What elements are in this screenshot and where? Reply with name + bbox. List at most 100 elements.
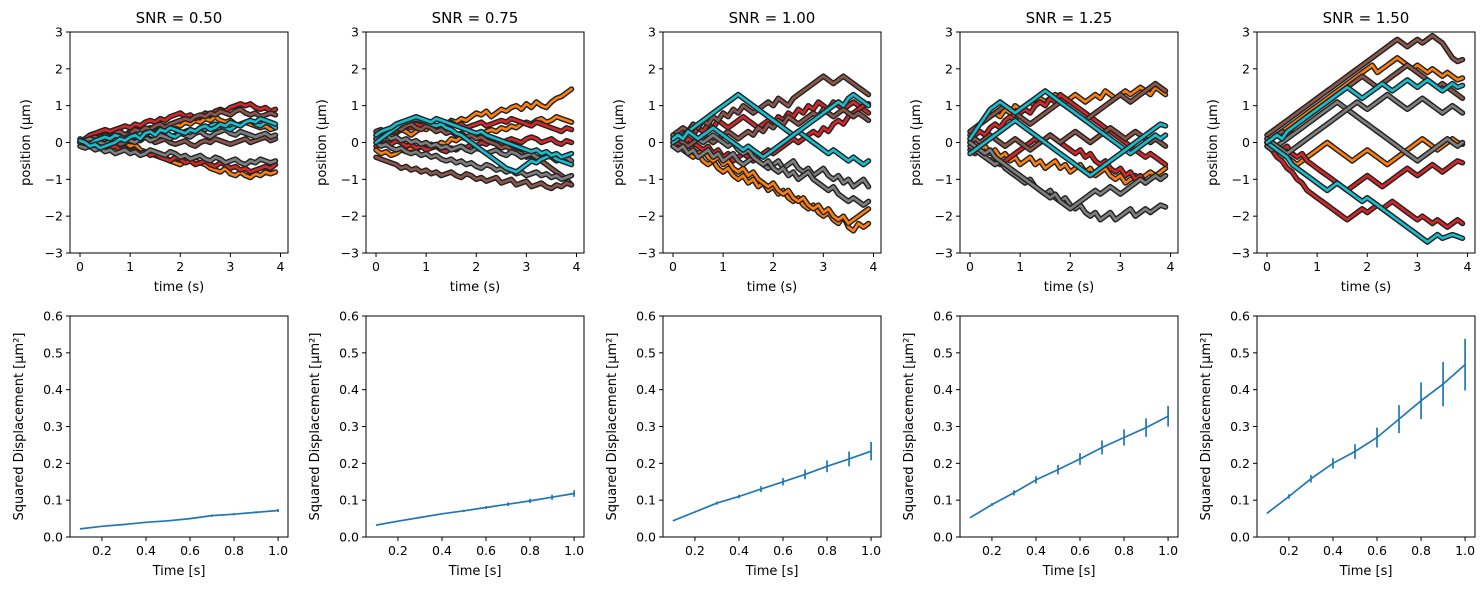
x-tick-label: 1 xyxy=(1016,259,1024,274)
trajectory-7 xyxy=(670,128,872,208)
y-tick-label: 0.4 xyxy=(636,382,656,397)
y-tick-label: −1 xyxy=(638,172,656,187)
x-tick-label: 0 xyxy=(669,259,677,274)
panel-9: 0.2 0.4 0.6 0.8 1.0 0.0 0.1 0.2 0.3 0.4 0.5 0.6 Time… xyxy=(1199,309,1476,579)
trajectory-5 xyxy=(670,106,872,149)
trajectory-line xyxy=(1265,78,1464,144)
y-tick-label: 0.2 xyxy=(1230,456,1250,471)
x-axis-label: time (s) xyxy=(450,280,500,295)
x-axis-label: Time [s] xyxy=(152,564,206,579)
y-tick-label: 0.0 xyxy=(43,530,63,545)
y-axis-label: position (μm) xyxy=(315,99,330,186)
trajectory-line xyxy=(374,141,573,181)
y-tick-label: 0.3 xyxy=(933,419,953,434)
x-tick-label: 0.2 xyxy=(685,543,705,558)
x-tick-label: 3 xyxy=(819,259,827,274)
x-tick-label: 2 xyxy=(1363,259,1371,274)
trajectory-7 xyxy=(1264,91,1466,157)
x-tick-label: 0 xyxy=(76,259,84,274)
trajectory-line xyxy=(1265,56,1464,144)
trajectory-line xyxy=(374,115,573,159)
axes-frame xyxy=(69,315,289,538)
y-axis-label: Squared Displacement [μm²] xyxy=(902,333,917,521)
x-tick-label: 1.0 xyxy=(1455,543,1475,558)
y-tick-label: 0.4 xyxy=(339,382,359,397)
panel-6: 0.2 0.4 0.6 0.8 1.0 0.0 0.1 0.2 0.3 0.4 0.5 0.6 Time… xyxy=(308,309,585,579)
x-tick-label: 1 xyxy=(126,259,134,274)
y-tick-label: 0.5 xyxy=(933,345,953,360)
x-tick-label: 3 xyxy=(226,259,234,274)
panel-2: 0 1 2 3 4 −3 −2 −1 0 1 2 3 time (s) position (μm) SNR … xyxy=(612,9,882,295)
trajectory-9 xyxy=(373,113,575,160)
trajectory-line xyxy=(1265,93,1464,155)
trajectory-line xyxy=(1265,100,1464,163)
trajectory-9 xyxy=(1264,77,1466,146)
y-axis-label: Squared Displacement [μm²] xyxy=(1199,333,1214,521)
y-tick-label: 0.3 xyxy=(339,419,359,434)
y-tick-label: 3 xyxy=(945,25,953,40)
x-tick-label: 2 xyxy=(1066,259,1074,274)
trajectory-line xyxy=(671,74,870,137)
y-tick-label: 0.5 xyxy=(1230,345,1250,360)
trajectory-line xyxy=(968,126,1167,152)
plot-area xyxy=(373,86,575,192)
y-axis-label: Squared Displacement [μm²] xyxy=(12,333,27,521)
x-axis-label: time (s) xyxy=(1341,280,1391,295)
y-tick-label: 1 xyxy=(351,98,359,113)
y-tick-label: 0.6 xyxy=(933,309,953,324)
trajectory-line xyxy=(1265,137,1464,166)
y-axis-label: position (μm) xyxy=(612,99,627,186)
y-tick-label: −2 xyxy=(341,209,359,224)
x-tick-label: 0.4 xyxy=(432,543,452,558)
x-tick-label: 0.2 xyxy=(1279,543,1299,558)
x-tick-label: 2 xyxy=(769,259,777,274)
trajectory-line xyxy=(1265,141,1464,244)
panel-title: SNR = 1.25 xyxy=(1026,9,1113,27)
x-tick-label: 0 xyxy=(1263,259,1271,274)
y-tick-label: 0.0 xyxy=(933,530,953,545)
msd-line xyxy=(1266,363,1466,515)
x-tick-label: 0.6 xyxy=(1070,543,1090,558)
panel-8: 0.2 0.4 0.6 0.8 1.0 0.0 0.1 0.2 0.3 0.4 0.5 0.6 Time… xyxy=(902,309,1179,579)
trajectory-line xyxy=(671,93,870,166)
y-tick-label: −1 xyxy=(341,172,359,187)
y-tick-label: 0.6 xyxy=(43,309,63,324)
x-tick-label: 0.8 xyxy=(1114,543,1134,558)
trajectory-2 xyxy=(1264,143,1466,230)
y-tick-label: 1 xyxy=(945,98,953,113)
y-tick-label: 0.2 xyxy=(636,456,656,471)
x-tick-label: 0.8 xyxy=(520,543,540,558)
trajectory-line xyxy=(671,93,870,159)
trajectory-0 xyxy=(373,86,575,142)
trajectory-line xyxy=(968,89,1167,155)
plot-area xyxy=(375,490,575,527)
y-tick-label: 0.6 xyxy=(636,309,656,324)
panel-1: 0 1 2 3 4 −3 −2 −1 0 1 2 3 time (s) position (μm) SNR … xyxy=(315,9,585,295)
x-tick-label: 4 xyxy=(1464,259,1472,274)
trajectory-5 xyxy=(967,125,1169,153)
axes-frame xyxy=(1256,315,1476,538)
x-tick-label: 1 xyxy=(719,259,727,274)
y-tick-label: −3 xyxy=(935,246,953,261)
axes-frame xyxy=(365,315,585,538)
y-tick-label: 0.0 xyxy=(339,530,359,545)
y-tick-label: 0.0 xyxy=(636,530,656,545)
trajectory-line xyxy=(671,130,870,207)
trajectory-6 xyxy=(373,139,575,183)
trajectory-5 xyxy=(373,154,575,192)
y-axis-label: position (μm) xyxy=(19,99,34,186)
x-tick-label: 0.8 xyxy=(1411,543,1431,558)
x-axis-label: time (s) xyxy=(154,280,204,295)
y-tick-label: 3 xyxy=(648,25,656,40)
plot-area xyxy=(1264,32,1466,245)
trajectory-line xyxy=(374,155,573,190)
y-tick-label: 0.4 xyxy=(933,382,953,397)
y-tick-label: 0.0 xyxy=(1230,530,1250,545)
plot-area xyxy=(1266,338,1466,515)
x-tick-label: 2 xyxy=(472,259,480,274)
x-tick-label: 0.2 xyxy=(982,543,1002,558)
panel-0: 0 1 2 3 4 −3 −2 −1 0 1 2 3 time (s) position (μm) SNR … xyxy=(19,9,289,295)
msd-line xyxy=(79,509,279,530)
trajectory-line xyxy=(1265,144,1464,229)
